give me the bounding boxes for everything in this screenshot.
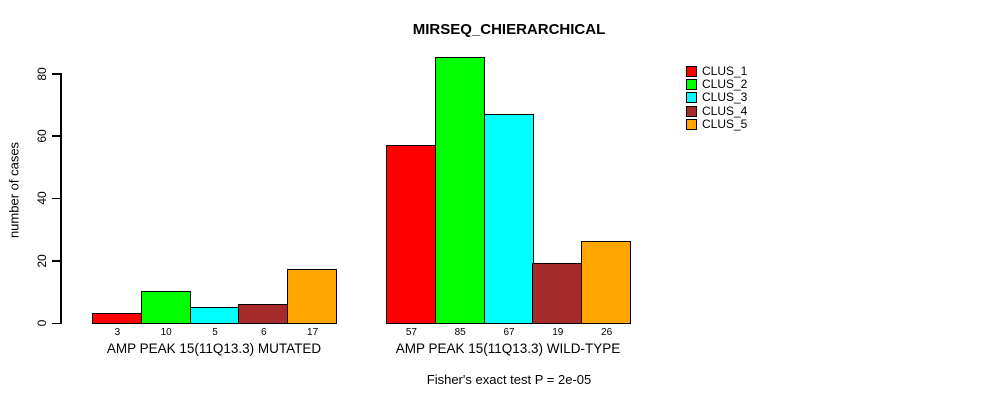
- legend-item-clus_2: CLUS_2: [686, 78, 747, 91]
- legend-item-label: CLUS_5: [702, 116, 748, 131]
- bar-value-label: 17: [307, 327, 319, 338]
- y-axis-tick: [52, 197, 60, 200]
- bar-clus_3-group1: [189, 306, 240, 324]
- bar-clus_3-group2: [483, 113, 534, 324]
- bar-value-label: 26: [601, 327, 613, 338]
- chart-title: MIRSEQ_CHIERARCHICAL: [412, 21, 606, 38]
- y-axis-tick: [52, 73, 60, 75]
- y-axis-tick-label: 60: [35, 129, 49, 143]
- x-axis-group-label: AMP PEAK 15(11Q13.3) WILD-TYPE: [395, 341, 621, 356]
- y-axis-tick: [52, 260, 60, 262]
- y-axis-tick-label: 0: [35, 319, 49, 327]
- bar-clus_1-group2: [386, 144, 437, 324]
- bar-value-label: 3: [114, 327, 121, 338]
- bar-value-label: 10: [160, 327, 172, 338]
- legend-swatch-icon: [686, 118, 697, 130]
- x-axis-group-label: AMP PEAK 15(11Q13.3) MUTATED: [106, 341, 322, 356]
- y-axis-tick: [52, 135, 60, 137]
- bar-value-label: 67: [503, 327, 515, 338]
- legend-item-label: CLUS_1: [702, 64, 748, 78]
- bar-clus_5-group1: [287, 269, 338, 324]
- bar-value-label: 85: [454, 327, 466, 338]
- y-axis-label: number of cases: [6, 141, 22, 239]
- bar-value-label: 57: [405, 327, 417, 338]
- legend-item-clus_1: CLUS_1: [686, 65, 747, 78]
- legend-item-label: CLUS_4: [702, 103, 748, 118]
- legend-item-label: CLUS_2: [702, 77, 748, 92]
- y-axis-tick-label: 40: [35, 191, 49, 205]
- legend-swatch-icon: [686, 105, 697, 117]
- bar-value-label: 5: [212, 327, 218, 338]
- y-axis-tick: [52, 322, 60, 324]
- y-axis-tick-label: 80: [35, 66, 49, 81]
- legend-item-clus_4: CLUS_4: [686, 103, 748, 118]
- bar-clus_1-group1: [92, 313, 143, 324]
- legend-swatch-icon: [686, 92, 697, 104]
- legend-item-clus_3: CLUS_3: [686, 91, 747, 104]
- legend-swatch-icon: [686, 66, 697, 77]
- bar-clus_4-group1: [238, 303, 289, 324]
- legend-item-label: CLUS_3: [702, 90, 748, 105]
- bar-clus_2-group1: [140, 291, 192, 324]
- legend-swatch-icon: [686, 79, 697, 91]
- y-axis-line: [60, 73, 62, 324]
- bar-value-label: 6: [261, 327, 267, 338]
- bar-clus_5-group2: [581, 241, 632, 324]
- legend-item-clus_5: CLUS_5: [686, 116, 748, 131]
- bar-clus_4-group2: [532, 263, 583, 324]
- bar-value-label: 19: [552, 327, 564, 338]
- y-axis-tick-label: 20: [35, 253, 49, 268]
- chart-annotation: Fisher's exact test P = 2e-05: [426, 372, 592, 387]
- bar-clus_2-group2: [434, 57, 486, 324]
